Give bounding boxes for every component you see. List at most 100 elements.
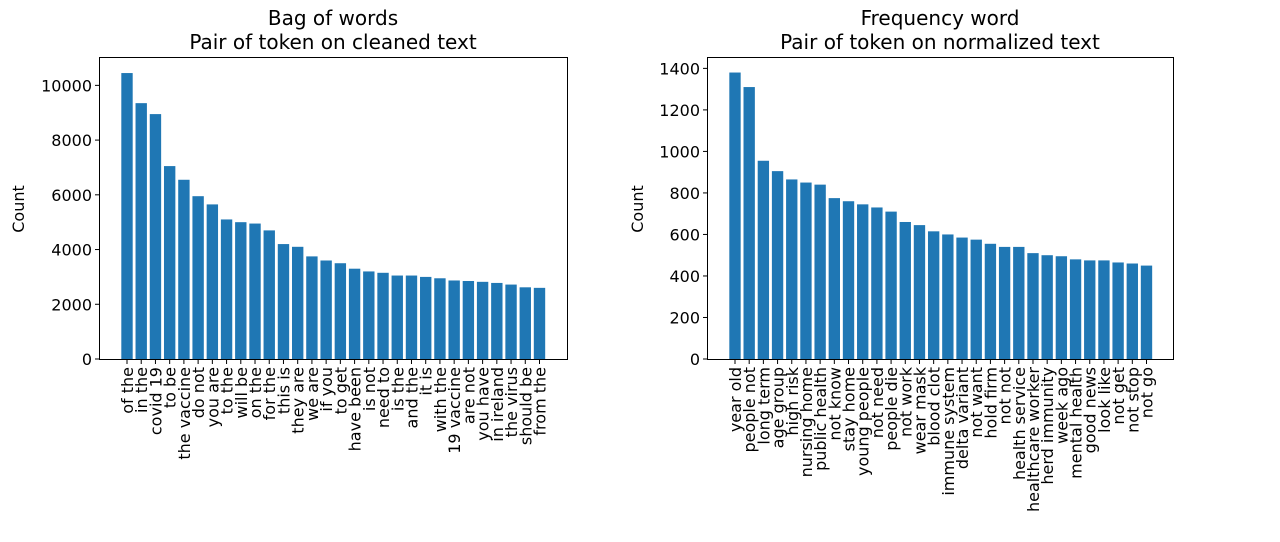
x-tick-label: in ireland <box>488 367 507 442</box>
bar <box>420 276 432 359</box>
x-tick-label: health service <box>1010 367 1029 480</box>
bars <box>121 73 546 360</box>
chart-subtitle: Pair of token on normalized text <box>780 30 1100 54</box>
bar <box>192 196 204 359</box>
x-tick-label: delta variant <box>953 367 972 469</box>
bar <box>178 179 190 359</box>
bar <box>899 221 911 359</box>
x-tick-label: not go <box>1138 367 1157 418</box>
bar <box>334 263 347 359</box>
x-tick-label: is not <box>360 367 379 411</box>
bar <box>1027 253 1039 359</box>
bar <box>363 271 375 359</box>
bar <box>533 287 546 359</box>
x-tick-label: wear mask <box>910 366 929 454</box>
bar <box>320 260 332 359</box>
x-tick-label: should be <box>516 367 535 445</box>
y-axis-label: Count <box>628 185 647 233</box>
x-tick-label: nursing home <box>797 367 816 477</box>
bar <box>743 87 755 359</box>
bar <box>984 243 997 359</box>
x-tick-label: week ago <box>1052 367 1071 444</box>
bar <box>249 223 261 359</box>
bar <box>1126 263 1138 359</box>
x-tick-label: in the <box>132 367 151 413</box>
x-tick-label: age group <box>769 367 788 448</box>
y-tick-label: 8000 <box>51 131 92 150</box>
bar <box>476 281 489 359</box>
x-tick-label: not know <box>825 367 844 441</box>
bar <box>942 234 954 359</box>
x-tick-label: you have <box>474 367 493 441</box>
bar <box>491 282 503 359</box>
x-tick-label: of the <box>118 367 137 414</box>
bar <box>786 179 798 359</box>
y-tick-label: 6000 <box>51 186 92 205</box>
bar <box>149 114 162 359</box>
bar <box>348 268 361 359</box>
bar <box>842 201 855 359</box>
x-tick-label: people die <box>882 367 901 451</box>
x-tick-label: if you <box>317 367 336 412</box>
bar <box>800 182 812 359</box>
plot-frame <box>99 57 568 360</box>
bar <box>1112 262 1124 359</box>
x-tick-label: people not <box>740 367 759 453</box>
chart-subtitle: Pair of token on cleaned text <box>189 30 477 54</box>
y-tick-label: 1200 <box>659 101 700 120</box>
x-tick-label: herd immunity <box>1038 367 1057 485</box>
y-tick-label: 400 <box>669 267 700 286</box>
x-tick-label: to be <box>161 367 180 408</box>
bar <box>135 103 147 360</box>
x-tick-label: are not <box>459 367 478 424</box>
x-tick-label: not want <box>967 367 986 438</box>
bar <box>220 219 233 359</box>
bar <box>277 244 290 359</box>
x-tick-label: stay home <box>840 367 859 451</box>
bar <box>871 207 883 359</box>
x-tick-label: on the <box>246 367 265 418</box>
x-tick-label: not need <box>868 367 887 438</box>
x-tick-label: the virus <box>502 367 521 437</box>
x-tick-label: do not <box>189 367 208 418</box>
bar <box>814 184 826 359</box>
y-tick-label: 1400 <box>659 59 700 78</box>
x-tick-label: have been <box>346 367 365 451</box>
y-tick-label: 1000 <box>659 142 700 161</box>
y-tick-label: 200 <box>669 308 700 327</box>
y-tick-label: 2000 <box>51 295 92 314</box>
x-tick-label: will be <box>232 367 251 419</box>
plot-frame <box>707 57 1174 360</box>
bar <box>927 231 940 359</box>
x-tick-label: not not <box>996 367 1015 425</box>
x-tick-label: young people <box>854 367 873 476</box>
bar <box>306 256 318 359</box>
y-tick-label: 10000 <box>41 76 92 95</box>
x-tick-label: is the <box>388 367 407 411</box>
bar <box>970 239 982 359</box>
y-axis-label: Count <box>9 185 28 233</box>
bar <box>885 211 897 359</box>
bar <box>857 204 869 359</box>
bar <box>956 237 968 359</box>
bar <box>462 281 475 359</box>
x-tick-label: not stop <box>1123 367 1142 433</box>
bar <box>1069 259 1082 359</box>
bar <box>1013 246 1025 359</box>
bar <box>771 171 784 359</box>
x-tick-label: covid 19 <box>146 367 165 435</box>
x-tick-label: look like <box>1095 367 1114 433</box>
x-tick-label: the vaccine <box>175 367 194 460</box>
x-tick-label: they are <box>289 367 308 434</box>
x-tick-label: you are <box>203 367 222 427</box>
x-tick-label: it is <box>417 367 436 396</box>
chart-title: Frequency word <box>861 6 1020 30</box>
x-tick-label: for the <box>260 367 279 420</box>
bar <box>1055 256 1068 359</box>
bar <box>828 198 840 359</box>
x-tick-label: healthcare worker <box>1024 367 1043 512</box>
bar <box>263 230 275 359</box>
